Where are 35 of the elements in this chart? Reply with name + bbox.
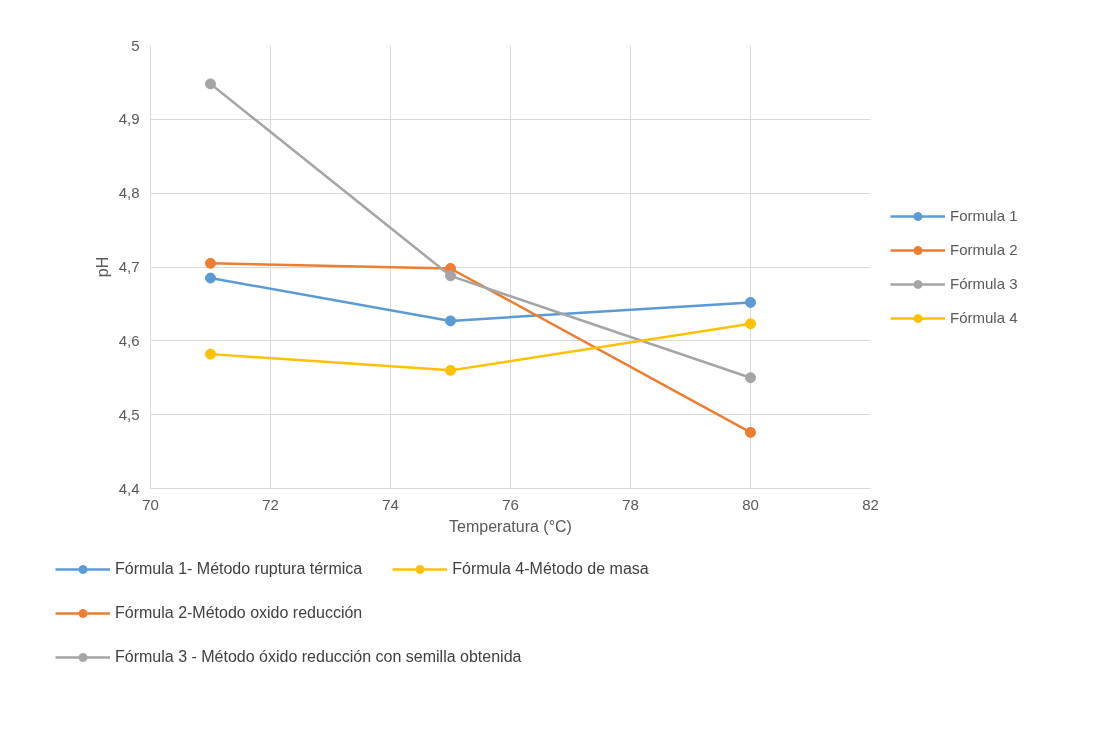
x-axis-title: Temperatura (°C) (449, 517, 572, 535)
y-tick-label: 4,4 (118, 479, 140, 497)
text: Fórmula 1- Método ruptura térmica (115, 560, 363, 578)
legend-label: Formula 2 (950, 241, 1018, 258)
point (745, 318, 756, 330)
y-tick-label: 4,5 (118, 405, 140, 423)
point (205, 78, 216, 90)
x-tick-label: 72 (262, 495, 279, 513)
text: Fórmula 3 - Método óxido reducción con semilla obtenida (115, 648, 522, 666)
y-tick-label: 5 (131, 36, 140, 54)
x-tick-label: 76 (502, 495, 519, 513)
y-axis-title: pH (93, 256, 111, 278)
y-tick-label: 4,6 (118, 331, 140, 349)
y-tick-label: 4,9 (118, 110, 140, 128)
x-tick-label: 82 (862, 495, 879, 513)
point (205, 257, 216, 269)
legend-label: Fórmula 4 (950, 309, 1018, 326)
text: Fórmula 2-Método oxido reducción (115, 604, 363, 622)
text: Fórmula 4-Método de masa (452, 560, 649, 578)
x-tick-label: 70 (142, 495, 159, 513)
y-tick-label: 4,8 (118, 184, 140, 202)
point (445, 364, 456, 376)
legend-label: Formula 1 (950, 207, 1018, 224)
legend-label: Fórmula 3 (950, 275, 1018, 292)
point (745, 426, 756, 438)
x-tick-label: 74 (382, 495, 399, 513)
point (745, 372, 756, 384)
x-tick-label: 80 (742, 495, 759, 513)
x-tick-label: 78 (622, 495, 639, 513)
point (445, 270, 456, 282)
point (205, 272, 216, 284)
y-tick-label: 4,7 (118, 258, 140, 275)
point (745, 296, 756, 308)
point (445, 315, 456, 327)
point (205, 348, 216, 360)
